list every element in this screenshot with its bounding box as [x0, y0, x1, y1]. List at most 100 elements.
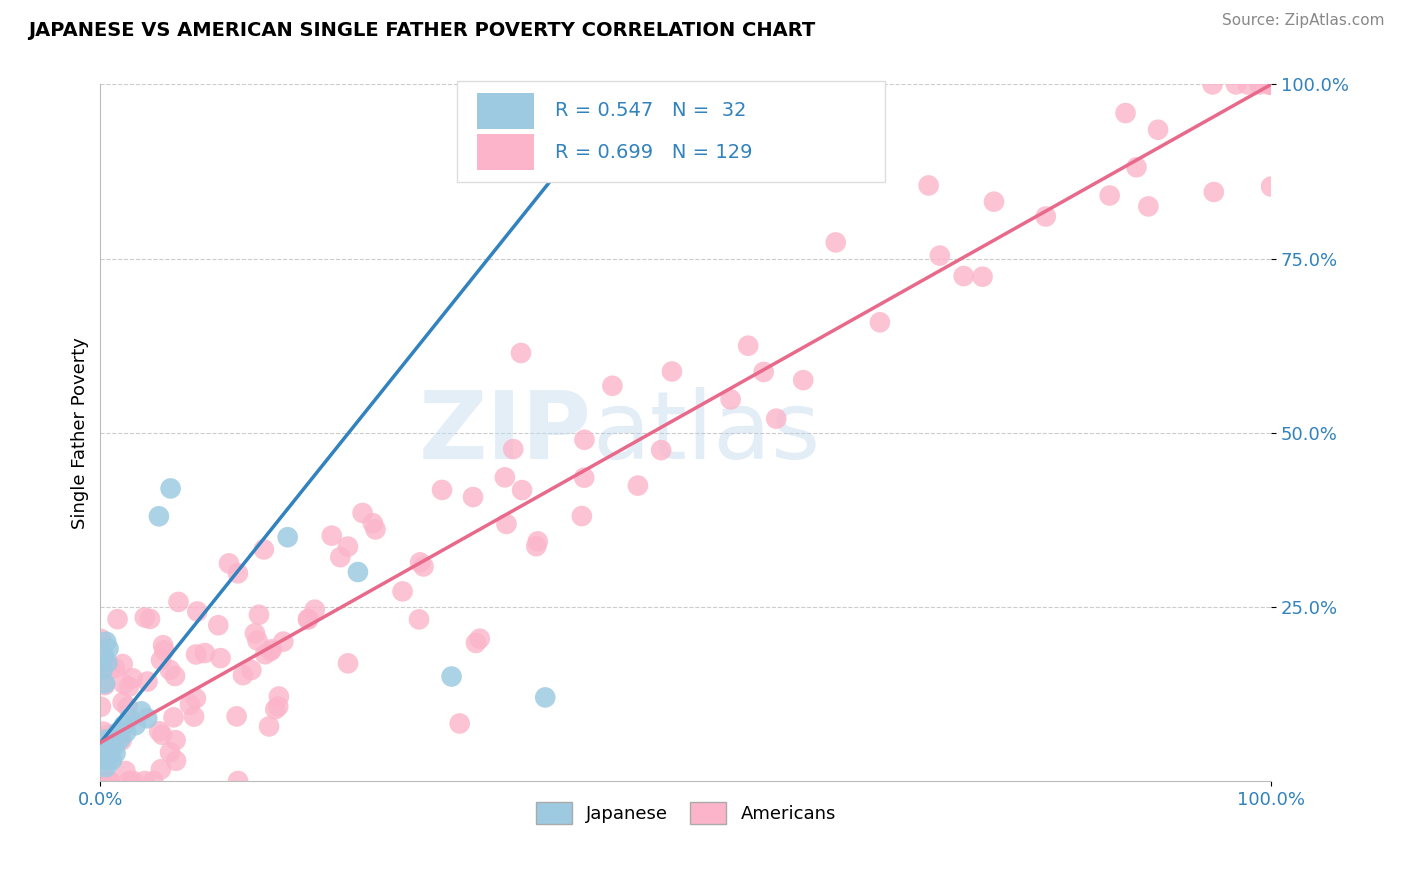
Text: JAPANESE VS AMERICAN SINGLE FATHER POVERTY CORRELATION CHART: JAPANESE VS AMERICAN SINGLE FATHER POVER… [28, 21, 815, 39]
Point [104, 746, 127, 760]
Point [468, 632, 491, 646]
Text: R = 0.547   N =  32: R = 0.547 N = 32 [554, 102, 747, 120]
Point [361, 516, 384, 531]
Point [247, 607, 270, 622]
Point [952, 268, 974, 283]
Point [1202, 185, 1225, 199]
Y-axis label: Single Father Poverty: Single Father Poverty [72, 337, 89, 529]
Point [226, 774, 249, 789]
Point [391, 584, 413, 599]
Point [267, 690, 290, 704]
Point [184, 691, 207, 706]
Point [153, 643, 176, 657]
Point [364, 523, 387, 537]
Point [1098, 188, 1121, 202]
FancyBboxPatch shape [477, 93, 533, 128]
Point [253, 542, 276, 557]
Point [267, 699, 290, 714]
Point [240, 663, 263, 677]
Point [983, 194, 1005, 209]
Point [524, 539, 547, 553]
Point [661, 364, 683, 378]
Point [98, 774, 121, 789]
Point [142, 774, 165, 789]
Point [184, 648, 207, 662]
Point [152, 638, 174, 652]
Point [97, 641, 120, 656]
Point [321, 529, 343, 543]
Point [246, 633, 269, 648]
Point [98, 746, 121, 760]
Point [225, 709, 247, 723]
FancyBboxPatch shape [457, 81, 884, 182]
Point [336, 540, 359, 554]
Point [1035, 210, 1057, 224]
Point [972, 269, 994, 284]
Point [1260, 179, 1282, 194]
Point [1125, 160, 1147, 174]
Point [90, 699, 112, 714]
Point [1137, 199, 1160, 213]
Point [97, 753, 120, 767]
Point [207, 618, 229, 632]
Point [134, 610, 156, 624]
Point [96, 732, 118, 747]
Point [273, 634, 295, 648]
Point [93, 724, 115, 739]
Point [96, 760, 118, 774]
Point [103, 739, 125, 754]
Point [139, 612, 162, 626]
Point [430, 483, 453, 497]
Point [165, 733, 187, 747]
Point [115, 725, 138, 739]
Point [226, 566, 249, 581]
Point [329, 550, 352, 565]
Point [1257, 78, 1279, 92]
Legend: Japanese, Americans: Japanese, Americans [536, 802, 835, 824]
Point [752, 365, 775, 379]
Point [1260, 78, 1282, 92]
Point [179, 698, 201, 712]
Point [259, 644, 281, 658]
Point [163, 669, 186, 683]
Point [534, 690, 557, 705]
Point [461, 490, 484, 504]
Point [94, 676, 117, 690]
Point [510, 483, 533, 497]
Point [232, 668, 254, 682]
Point [257, 719, 280, 733]
Point [93, 648, 115, 663]
Point [824, 235, 846, 250]
Point [277, 530, 299, 544]
Point [162, 710, 184, 724]
Point [304, 603, 326, 617]
Point [494, 470, 516, 484]
Point [121, 671, 143, 685]
Point [627, 478, 650, 492]
Point [264, 702, 287, 716]
Point [101, 753, 124, 767]
Point [194, 646, 217, 660]
Point [243, 626, 266, 640]
Point [1260, 78, 1282, 92]
Point [98, 774, 121, 789]
Point [260, 642, 283, 657]
Point [1249, 78, 1271, 92]
Point [103, 732, 125, 747]
Point [122, 774, 145, 789]
Point [495, 516, 517, 531]
Text: ZIP: ZIP [419, 387, 592, 479]
Point [96, 634, 118, 648]
Point [90, 632, 112, 646]
Point [510, 346, 533, 360]
Point [112, 718, 135, 732]
Point [526, 534, 548, 549]
Point [464, 636, 486, 650]
Point [412, 559, 434, 574]
Point [1236, 78, 1258, 92]
Point [97, 774, 120, 789]
Point [165, 754, 187, 768]
Point [104, 661, 127, 675]
Point [1147, 122, 1170, 136]
Point [136, 711, 159, 725]
